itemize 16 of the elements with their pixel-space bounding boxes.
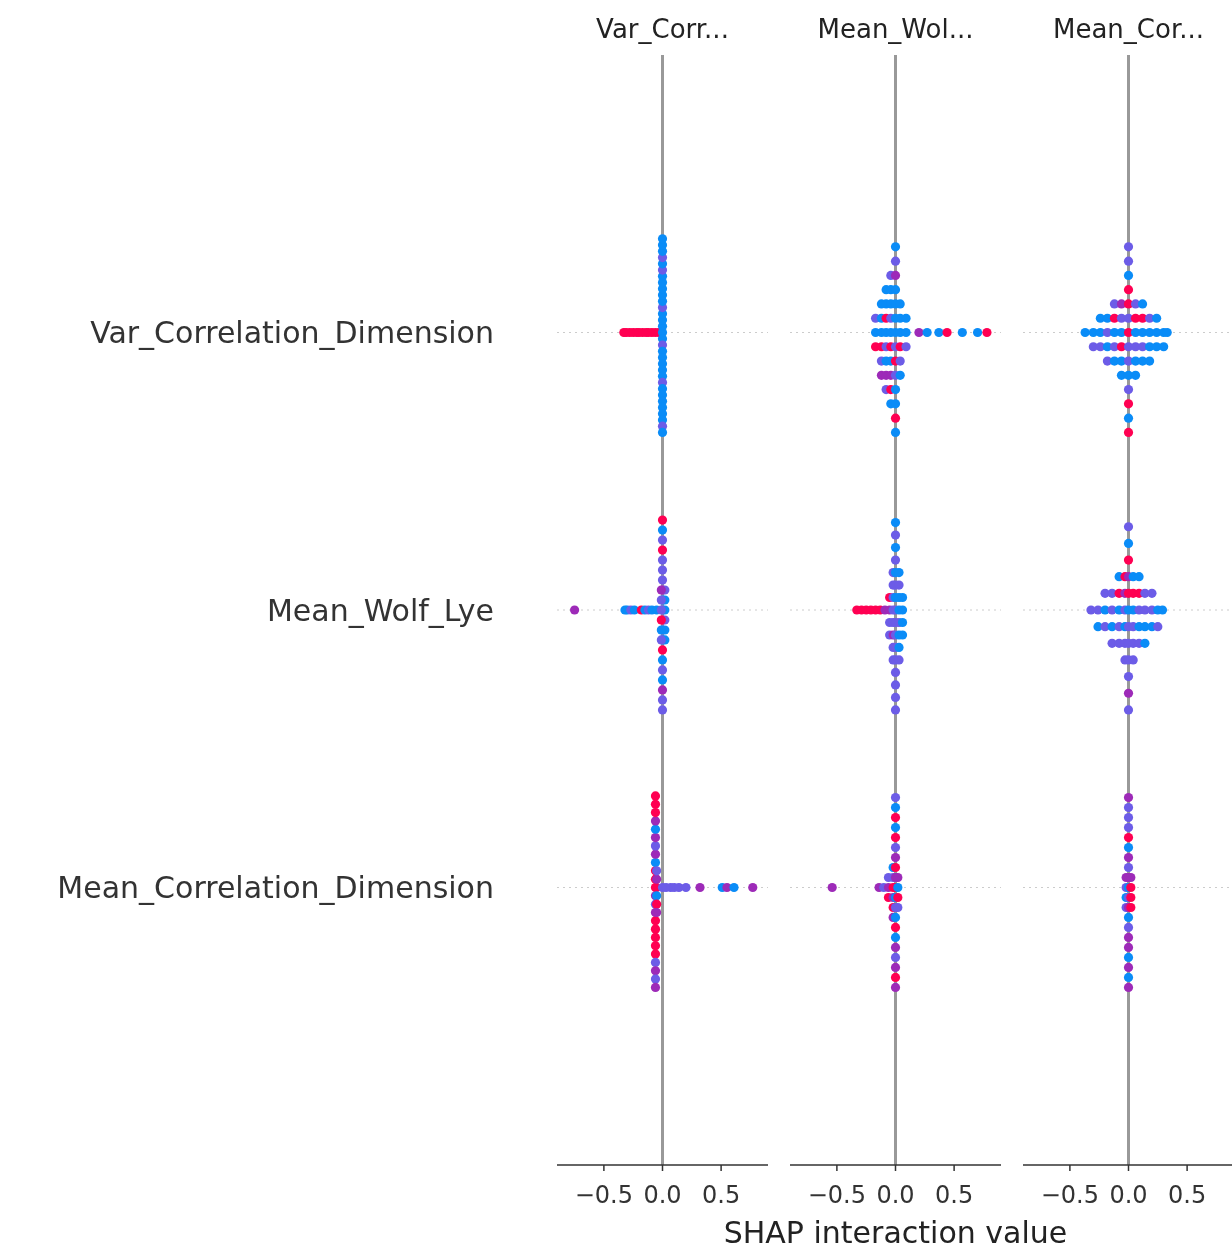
chart-title: Mean_Wol...: [817, 14, 974, 44]
x-tick-label: 0.0: [876, 1181, 915, 1209]
x-tick-label: −0.5: [1040, 1181, 1100, 1209]
x-tick-label: 0.5: [935, 1181, 974, 1209]
x-axis-title: SHAP interaction value: [723, 1215, 1068, 1250]
y-tick-label: Mean_Wolf_Lye: [266, 592, 494, 628]
y-tick-label: Var_Correlation_Dimension: [90, 315, 494, 350]
x-tick-label: 0.5: [1168, 1181, 1207, 1209]
chart-title: Mean_Cor...: [1053, 14, 1204, 44]
chart-title: Var_Corr...: [596, 14, 729, 44]
y-tick-label: Mean_Correlation_Dimension: [57, 870, 494, 905]
x-tick-label: 0.0: [643, 1181, 682, 1209]
x-tick-label: 0.5: [702, 1181, 741, 1209]
x-tick-label: 0.0: [1109, 1181, 1148, 1209]
x-tick-label: −0.5: [574, 1181, 634, 1209]
x-tick-label: −0.5: [807, 1181, 867, 1209]
